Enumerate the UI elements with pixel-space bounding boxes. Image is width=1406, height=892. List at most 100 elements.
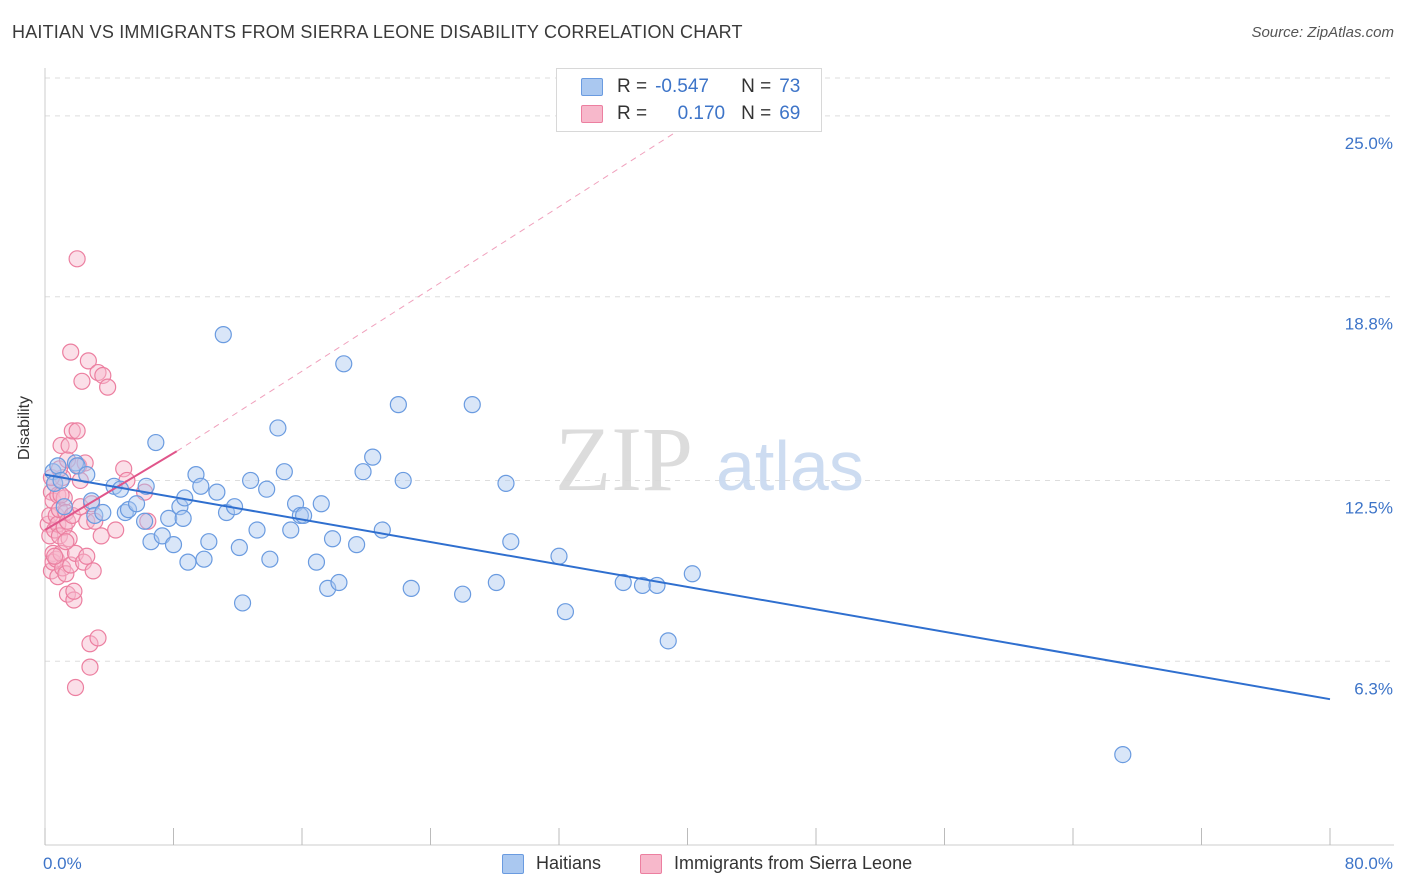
haitian-point [230,538,248,557]
haitian-point [282,521,300,539]
sierra-leone-trend-extension [176,124,688,452]
haitian-point [66,454,85,472]
legend-item-haitians[interactable]: Haitians [502,853,601,874]
haitian-point [153,527,171,545]
haitian-point [487,573,505,592]
sierra-leone-point [66,678,85,697]
haitian-point [389,396,407,414]
haitian-point [68,457,86,475]
haitian-point [269,419,287,437]
sierra-leone-point [107,521,125,539]
y-tick-label: 25.0% [1345,134,1393,153]
legend-n-label: N = [741,76,772,97]
haitian-point [502,533,520,551]
haitian-point [348,536,366,554]
trend-lines [44,124,1331,701]
sierra-leone-point [65,582,83,600]
haitian-point [52,471,70,490]
haitian-point [242,471,260,490]
haitian-point [373,521,391,539]
haitian-point [233,594,252,612]
legend-label-sierra-leone: Immigrants from Sierra Leone [674,853,913,873]
haitian-point [364,448,382,466]
haitian-point [248,521,266,539]
watermark-atlas: atlas [716,427,864,505]
haitian-point [463,396,481,414]
haitian-point [261,550,279,568]
haitian-point [394,471,412,490]
legend-row-haitians: R = -0.547 N = 73 [581,75,800,99]
axes [44,68,1394,846]
sierra-leone-point [81,658,99,676]
legend-row-sierra-leone: R = 0.170 N = 69 [581,102,800,126]
haitian-point [49,457,67,475]
haitian-point [179,553,197,571]
sierra-leone-point [62,343,80,361]
haitian-point [312,495,330,513]
haitian-point [214,326,232,344]
haitian-points [44,326,1132,764]
haitian-point [354,463,372,481]
legend-r-label: R = [617,76,648,97]
sierra-leone-point [89,629,107,647]
haitian-point [127,495,146,513]
x-tick-label: 80.0% [1345,854,1393,873]
sierra-leone-point [57,533,75,551]
sierra-leone-trend-line [44,450,178,531]
blue-swatch [502,853,524,874]
haitian-point [454,585,472,603]
x-tick-label: 0.0% [43,854,82,873]
sierra-leone-point [89,363,107,382]
chart-title: HAITIAN VS IMMIGRANTS FROM SIERRA LEONE … [12,22,743,42]
haitian-trend-line [44,473,1331,701]
sierra-leone-point [73,372,91,390]
sierra-leone-point [79,352,97,370]
haitian-point [208,483,226,501]
haitian-point [1114,745,1132,764]
haitian-point [135,512,154,530]
haitian-point [116,503,134,522]
blue-swatch [581,78,603,96]
sierra-leone-point [63,422,81,440]
sierra-leone-point [99,378,117,396]
haitian-point [258,480,276,498]
series-legend: Haitians Immigrants from Sierra Leone [0,853,1406,877]
legend-item-sierra-leone[interactable]: Immigrants from Sierra Leone [640,853,912,874]
sierra-leone-point [60,436,78,455]
correlation-legend: R = -0.547 N = 73 R = 0.170 N = 69 [556,68,822,132]
legend-label-haitians: Haitians [536,853,602,873]
pink-swatch [581,105,603,123]
haitian-point [556,603,575,621]
sierra-leone-point [84,562,102,580]
legend-r-value: -0.547 [655,76,709,97]
tick-labels: 6.3% 12.5% 18.8% 25.0% 0.0% 80.0% [43,134,1393,873]
legend-n-value: 73 [779,76,801,97]
haitian-point [160,509,178,527]
haitian-point [550,547,568,565]
sierra-leone-point [55,489,73,507]
sierra-leone-point [68,422,86,440]
source-credit: Source: ZipAtlas.com [1251,24,1394,41]
haitian-point [147,433,165,452]
haitian-point [192,477,210,495]
haitian-point [275,463,293,481]
sierra-leone-point [60,530,78,548]
haitian-point [307,553,326,571]
haitian-point [335,355,353,373]
sierra-leone-point [92,527,110,545]
haitian-point [200,533,218,551]
y-tick-label: 6.3% [1354,679,1393,698]
haitian-point [55,498,73,516]
sierra-leone-point [50,527,69,545]
sierra-leone-point [46,547,64,565]
haitian-point [683,565,701,583]
haitian-point [137,477,155,495]
haitian-point [402,579,420,597]
pink-swatch [640,853,662,874]
grid-lines [45,77,1394,662]
haitian-point [195,550,213,568]
legend-r-label: R = [617,103,648,124]
y-axis-label: Disability [16,395,33,460]
haitian-point [497,474,515,492]
